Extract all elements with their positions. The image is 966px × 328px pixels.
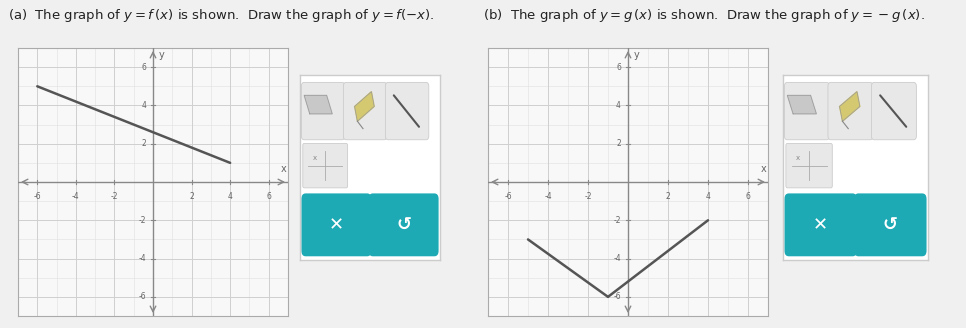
Text: x: x	[313, 154, 317, 160]
Polygon shape	[304, 95, 332, 114]
FancyBboxPatch shape	[828, 82, 873, 140]
Text: 2: 2	[189, 192, 194, 200]
Text: 2: 2	[141, 139, 146, 148]
Text: 6: 6	[746, 192, 751, 200]
Text: 6: 6	[616, 63, 621, 72]
Text: -4: -4	[544, 192, 552, 200]
Text: -2: -2	[613, 216, 621, 225]
Text: -6: -6	[34, 192, 42, 200]
Text: 4: 4	[616, 101, 621, 110]
FancyBboxPatch shape	[784, 82, 830, 140]
Text: y: y	[634, 50, 639, 60]
Text: 2: 2	[616, 139, 621, 148]
Text: x: x	[760, 164, 766, 174]
Polygon shape	[787, 95, 816, 114]
FancyBboxPatch shape	[385, 82, 429, 140]
Text: ↺: ↺	[883, 216, 897, 234]
FancyBboxPatch shape	[301, 82, 345, 140]
FancyBboxPatch shape	[301, 194, 371, 256]
Text: (b)  The graph of $y=g\,(x)$ is shown.  Draw the graph of $y=-g\,(x)$.: (b) The graph of $y=g\,(x)$ is shown. Dr…	[483, 7, 924, 24]
Text: -6: -6	[504, 192, 512, 200]
Polygon shape	[355, 92, 374, 121]
Text: ↺: ↺	[396, 216, 412, 234]
Text: 4: 4	[705, 192, 710, 200]
Text: -6: -6	[139, 292, 146, 301]
FancyBboxPatch shape	[786, 143, 833, 188]
FancyBboxPatch shape	[854, 194, 926, 256]
FancyBboxPatch shape	[871, 82, 917, 140]
Text: x: x	[796, 154, 800, 160]
Text: ✕: ✕	[328, 216, 344, 234]
Text: 6: 6	[267, 192, 271, 200]
FancyBboxPatch shape	[302, 143, 348, 188]
Text: 4: 4	[228, 192, 233, 200]
Text: y: y	[158, 50, 164, 60]
Text: 6: 6	[141, 63, 146, 72]
FancyBboxPatch shape	[369, 194, 439, 256]
Text: 4: 4	[141, 101, 146, 110]
Text: -4: -4	[139, 254, 146, 263]
Text: -2: -2	[139, 216, 146, 225]
FancyBboxPatch shape	[784, 194, 857, 256]
Text: -4: -4	[72, 192, 79, 200]
Text: -2: -2	[584, 192, 592, 200]
Text: -4: -4	[613, 254, 621, 263]
Polygon shape	[839, 92, 860, 121]
Text: -2: -2	[111, 192, 118, 200]
Text: ✕: ✕	[813, 216, 828, 234]
Text: x: x	[280, 164, 286, 174]
Text: 2: 2	[666, 192, 670, 200]
Text: (a)  The graph of $y=f\,(x)$ is shown.  Draw the graph of $y=f(-x)$.: (a) The graph of $y=f\,(x)$ is shown. Dr…	[8, 7, 435, 24]
Text: -6: -6	[613, 292, 621, 301]
FancyBboxPatch shape	[343, 82, 386, 140]
